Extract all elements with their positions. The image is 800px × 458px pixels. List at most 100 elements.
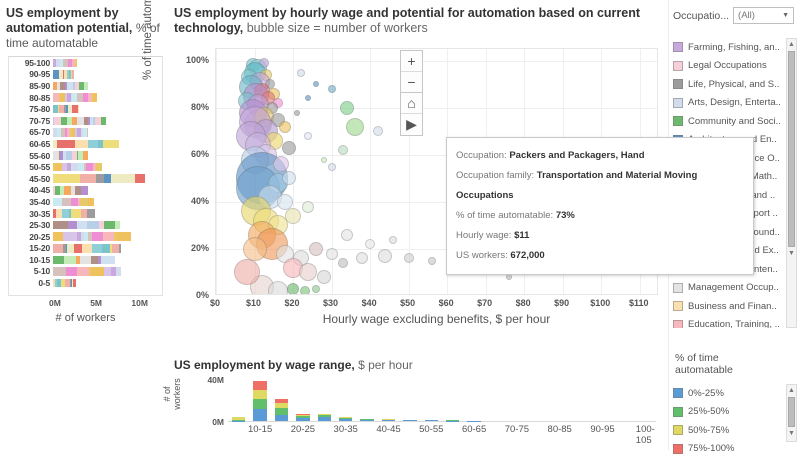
left-bar[interactable] — [53, 174, 145, 183]
left-bar[interactable] — [53, 209, 95, 218]
bottom-bar[interactable] — [382, 419, 395, 421]
occupation-filter-select[interactable]: (All) ▼ — [733, 7, 794, 24]
left-bar[interactable] — [53, 186, 88, 195]
left-bar-row[interactable]: 90-95 — [9, 69, 162, 81]
occupation-legend-item[interactable]: Education, Training, .. — [673, 316, 786, 329]
left-bar[interactable] — [53, 198, 94, 207]
bubble[interactable] — [282, 141, 296, 155]
occupation-legend-item[interactable]: Management Occup.. — [673, 279, 786, 298]
automatable-legend-item[interactable]: 50%-75% — [673, 421, 786, 440]
left-bar-row[interactable]: 75-80 — [9, 103, 162, 115]
bubble[interactable] — [321, 157, 327, 163]
left-bar-row[interactable]: 40-45 — [9, 185, 162, 197]
left-bar-row[interactable]: 45-50 — [9, 173, 162, 185]
bubble[interactable] — [338, 145, 348, 155]
occupation-legend-item[interactable]: Life, Physical, and S.. — [673, 75, 786, 94]
occupation-legend-item[interactable]: Arts, Design, Enterta.. — [673, 94, 786, 113]
scroll-down-icon[interactable]: ▼ — [788, 428, 795, 439]
left-bar[interactable] — [53, 221, 120, 230]
left-bar-row[interactable]: 5-10 — [9, 266, 162, 278]
left-bar-row[interactable]: 50-55 — [9, 161, 162, 173]
bubble[interactable] — [328, 85, 336, 93]
occupation-legend-item[interactable]: Business and Finan.. — [673, 297, 786, 316]
automatable-legend-item[interactable]: 0%-25% — [673, 384, 786, 403]
bubble[interactable] — [279, 121, 291, 133]
scroll-up-icon[interactable]: ▲ — [788, 385, 795, 396]
left-bar-row[interactable]: 25-30 — [9, 219, 162, 231]
left-bar[interactable] — [53, 82, 88, 91]
left-bar[interactable] — [53, 117, 107, 126]
bubble[interactable] — [389, 236, 397, 244]
left-bar[interactable] — [53, 59, 77, 68]
home-icon[interactable]: ⌂ — [401, 93, 422, 114]
bottom-bar[interactable] — [318, 414, 331, 422]
left-bar[interactable] — [53, 70, 74, 79]
bottom-bar[interactable] — [232, 417, 245, 421]
left-bar-row[interactable]: 20-25 — [9, 231, 162, 243]
bubble[interactable] — [338, 258, 348, 268]
bubble[interactable] — [302, 201, 314, 213]
zoom-in-icon[interactable]: + — [401, 51, 422, 72]
left-bar-row[interactable]: 95-100 — [9, 57, 162, 69]
bottom-bar[interactable] — [275, 399, 288, 422]
bubble[interactable] — [404, 253, 414, 263]
bottom-bar[interactable] — [253, 381, 266, 421]
scrollbar-thumb[interactable] — [788, 397, 795, 427]
bubble[interactable] — [341, 229, 353, 241]
bubble[interactable] — [346, 118, 364, 136]
bubble[interactable] — [285, 208, 301, 224]
bubble[interactable] — [297, 69, 305, 77]
left-bar-row[interactable]: 30-35 — [9, 208, 162, 220]
automatable-legend-item[interactable]: 75%-100% — [673, 440, 786, 458]
bubble[interactable] — [326, 248, 338, 260]
pan-play-icon[interactable]: ▶ — [401, 114, 422, 135]
bubble[interactable] — [356, 252, 368, 264]
left-bar[interactable] — [53, 93, 97, 102]
left-bar[interactable] — [53, 267, 121, 276]
bubble[interactable] — [328, 163, 336, 171]
left-bar-row[interactable]: 60-65 — [9, 138, 162, 150]
bubble[interactable] — [428, 257, 436, 265]
left-bar[interactable] — [53, 163, 102, 172]
bottom-bar[interactable] — [296, 414, 309, 422]
left-bar-row[interactable]: 80-85 — [9, 92, 162, 104]
left-bar-row[interactable]: 55-60 — [9, 150, 162, 162]
bubble[interactable] — [287, 283, 299, 295]
left-bar[interactable] — [53, 232, 131, 241]
occupation-legend-item[interactable]: Legal Occupations — [673, 57, 786, 76]
bottom-bar[interactable] — [425, 420, 438, 421]
automatable-legend-item[interactable]: 25%-50% — [673, 403, 786, 422]
bottom-bar-chart[interactable] — [228, 380, 656, 422]
scroll-up-icon[interactable]: ▲ — [788, 39, 795, 50]
left-bar-row[interactable]: 35-40 — [9, 196, 162, 208]
left-bar[interactable] — [53, 279, 76, 288]
bubble[interactable] — [273, 156, 289, 172]
bubble[interactable] — [313, 81, 319, 87]
bubble[interactable] — [268, 281, 288, 295]
left-bar-row[interactable]: 70-75 — [9, 115, 162, 127]
left-bar-row[interactable]: 10-15 — [9, 254, 162, 266]
bubble[interactable] — [282, 171, 296, 185]
bubble[interactable] — [243, 237, 267, 261]
left-bar[interactable] — [53, 151, 88, 160]
left-bar-row[interactable]: 85-90 — [9, 80, 162, 92]
bubble[interactable] — [299, 263, 317, 281]
occupation-legend-scrollbar[interactable]: ▲ ▼ — [786, 38, 797, 328]
bubble[interactable] — [365, 239, 375, 249]
left-bar-row[interactable]: 65-70 — [9, 127, 162, 139]
scroll-down-icon[interactable]: ▼ — [788, 248, 795, 259]
zoom-toolbar[interactable]: +−⌂▶ — [400, 50, 423, 136]
bubble[interactable] — [305, 95, 311, 101]
bottom-bar[interactable] — [403, 420, 416, 421]
left-bar[interactable] — [53, 256, 115, 265]
automatable-legend-scrollbar[interactable]: ▲ ▼ — [786, 384, 797, 442]
left-bar[interactable] — [53, 105, 79, 114]
bubble[interactable] — [312, 285, 320, 293]
left-bar[interactable] — [53, 140, 119, 149]
bubble[interactable] — [373, 126, 383, 136]
bottom-bar[interactable] — [360, 419, 373, 421]
bubble[interactable] — [309, 242, 323, 256]
bubble[interactable] — [317, 270, 331, 284]
left-bar[interactable] — [53, 128, 88, 137]
left-bar-row[interactable]: 0-5 — [9, 277, 162, 289]
